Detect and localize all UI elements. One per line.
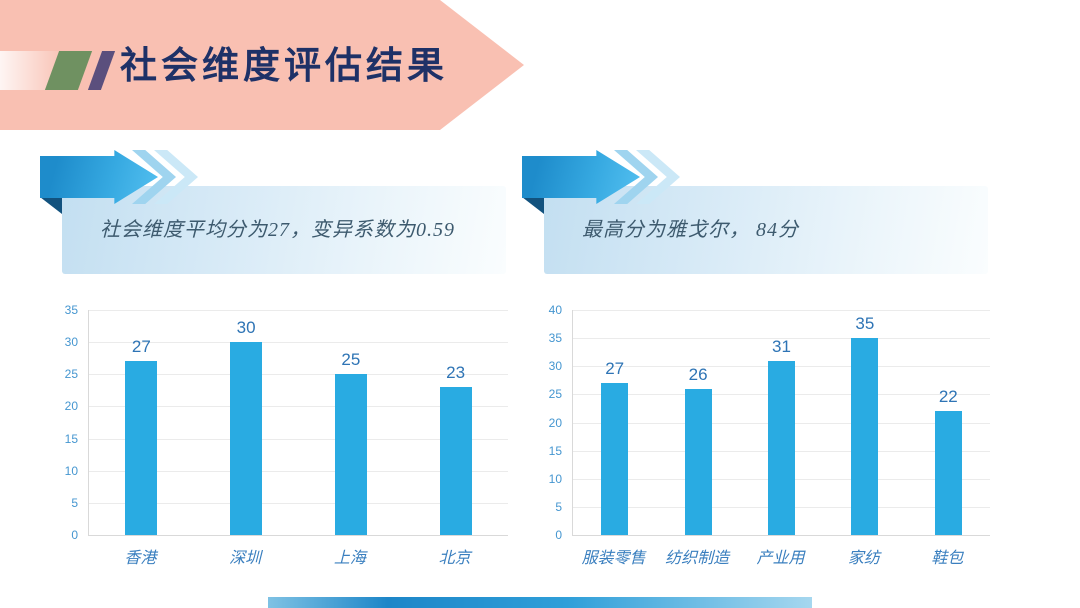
- arrow-fold: [522, 197, 544, 214]
- y-tick-label: 40: [548, 303, 562, 317]
- x-axis-labels: 服装零售 纺织制造 产业用 家纺 鞋包: [572, 544, 990, 567]
- y-tick-label: 5: [555, 499, 562, 514]
- gridline: [573, 310, 990, 311]
- category-label: 服装零售: [581, 550, 646, 567]
- y-tick-label: 30: [548, 359, 562, 374]
- callout-banner: 社会维度平均分为27，变异系数为0.59: [62, 186, 506, 274]
- gridline: [573, 338, 990, 340]
- category-label: 上海: [333, 550, 366, 567]
- callout-text: 最高分为雅戈尔， 84分: [582, 219, 799, 241]
- bar-value-label: 27: [131, 337, 151, 357]
- arrow-fold: [40, 197, 62, 214]
- bar-服装零售: [601, 383, 629, 535]
- y-tick-label: 5: [71, 495, 78, 510]
- gridline: [89, 406, 508, 408]
- callout-left: 社会维度平均分为27，变异系数为0.59: [40, 148, 540, 278]
- bar-上海: [334, 374, 367, 535]
- category-label: 北京: [438, 550, 471, 567]
- y-tick-label: 20: [548, 415, 562, 430]
- bar-value-label: 23: [446, 363, 466, 383]
- y-tick-label: 35: [64, 303, 78, 317]
- gridline: [89, 374, 508, 376]
- y-tick-label: 30: [64, 335, 78, 350]
- footer-accent-bar: [268, 597, 812, 608]
- callout-text: 社会维度平均分为27，变异系数为0.59: [100, 219, 455, 241]
- category-label: 纺织制造: [665, 550, 730, 567]
- bar-纺织制造: [684, 388, 712, 535]
- y-tick-label: 35: [548, 331, 562, 346]
- header-banner: 社会维度评估结果: [0, 0, 524, 130]
- gridline: [89, 342, 508, 344]
- chart-plot-area: 27 30 25 23: [88, 310, 508, 536]
- category-label: 鞋包: [931, 550, 964, 567]
- y-axis-labels: 0 5 10 15 20 25 30 35: [40, 303, 84, 542]
- category-label: 深圳: [229, 550, 262, 567]
- callout-right: 最高分为雅戈尔， 84分: [522, 148, 1022, 278]
- bar-value-label: 30: [236, 318, 256, 338]
- bar-深圳: [230, 342, 263, 535]
- y-tick-label: 10: [64, 463, 78, 478]
- purple-slash-icon: [87, 51, 116, 90]
- y-tick-label: 0: [555, 528, 562, 542]
- bar-产业用: [768, 360, 795, 535]
- y-tick-label: 10: [548, 471, 562, 486]
- y-tick-label: 25: [548, 387, 562, 402]
- y-tick-label: 0: [71, 528, 78, 542]
- bar-鞋包: [934, 411, 962, 535]
- page-title: 社会维度评估结果: [120, 45, 448, 86]
- chart-plot-area: 27 26 31 35 22: [572, 310, 990, 536]
- gridline: [89, 502, 508, 504]
- bar-chart-cities: 0 5 10 15 20 25 30 35 27 30 25 23 香港 深圳 上海 北京: [40, 300, 508, 567]
- gridline: [89, 470, 508, 472]
- x-axis-labels: 香港 深圳 上海 北京: [88, 544, 508, 567]
- bar-value-label: 25: [341, 350, 361, 370]
- bar-value-label: 35: [855, 314, 875, 334]
- bar-value-label: 22: [938, 387, 958, 407]
- bar-value-label: 31: [772, 336, 791, 356]
- y-tick-label: 20: [64, 399, 78, 414]
- category-label: 产业用: [756, 550, 805, 567]
- gridline: [89, 438, 508, 440]
- bar-北京: [439, 387, 472, 535]
- callout-banner: 最高分为雅戈尔， 84分: [544, 186, 988, 274]
- y-tick-label: 15: [548, 443, 562, 458]
- bar-chart-industries: 0 5 10 15 20 25 30 35 40 27 26 31 35 22 服装零售 纺织制造 产业用 家…: [520, 300, 1010, 567]
- gridline: [89, 310, 508, 311]
- bar-value-label: 27: [605, 359, 625, 379]
- bar-value-label: 26: [688, 364, 708, 384]
- y-axis-labels: 0 5 10 15 20 25 30 35 40: [520, 303, 568, 542]
- bar-香港: [125, 361, 158, 535]
- category-label: 香港: [124, 550, 157, 567]
- y-tick-label: 15: [64, 431, 78, 446]
- y-tick-label: 25: [64, 367, 78, 382]
- category-label: 家纺: [847, 550, 880, 567]
- bar-家纺: [851, 338, 879, 535]
